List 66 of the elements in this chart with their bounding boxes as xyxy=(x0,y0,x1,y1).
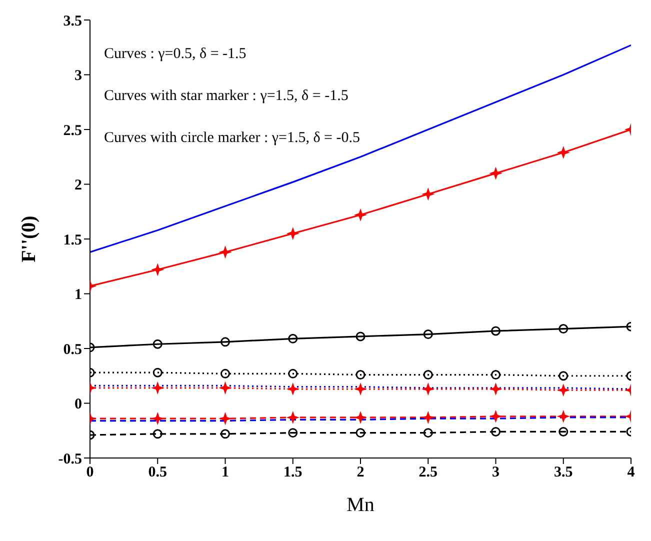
point xyxy=(287,412,298,423)
point xyxy=(356,332,366,342)
point xyxy=(220,382,231,394)
point xyxy=(152,368,162,378)
point xyxy=(220,246,231,258)
x-tick-label: 1.5 xyxy=(284,464,302,481)
y-tick-label: 0 xyxy=(74,396,82,413)
x-tick-label: 1 xyxy=(222,464,229,481)
y-axis-title: F''(0) xyxy=(18,216,40,262)
y-tick-label: 1.5 xyxy=(63,232,82,248)
y-tick-label: 0.5 xyxy=(63,342,82,358)
x-tick-label: 2.5 xyxy=(418,464,438,481)
point xyxy=(558,146,569,158)
point xyxy=(423,370,433,380)
point xyxy=(558,426,568,436)
point xyxy=(490,384,502,395)
y-tick-label: 2.5 xyxy=(63,122,82,139)
point xyxy=(558,384,569,396)
point xyxy=(152,382,164,394)
point xyxy=(152,429,162,439)
x-tick-label: 0 xyxy=(86,464,94,481)
x-tick-label: 4 xyxy=(627,464,636,481)
annotation: Curves with star marker : γ=1.5, δ = -1.5 xyxy=(104,88,348,105)
line-series xyxy=(90,44,631,253)
point xyxy=(355,412,366,423)
y-tick-label: 3.5 xyxy=(63,13,82,30)
point xyxy=(558,324,568,334)
x-tick-label: 0.5 xyxy=(148,464,167,481)
point xyxy=(220,429,230,439)
x-tick-label: 2 xyxy=(356,464,364,481)
point xyxy=(422,384,434,395)
y-tick-label: 3 xyxy=(74,68,82,84)
point xyxy=(490,410,502,422)
point xyxy=(152,339,162,349)
point xyxy=(287,228,298,240)
annotation: Curves with circle marker : γ=1.5, δ = -0.5 xyxy=(104,130,360,147)
point xyxy=(558,410,569,422)
point xyxy=(288,368,298,378)
point xyxy=(287,384,298,395)
y-tick-label: 1 xyxy=(74,287,82,304)
point xyxy=(491,370,500,380)
point xyxy=(422,412,434,423)
y-tick-label: 2 xyxy=(74,178,82,194)
x-tick-label: 3.5 xyxy=(554,464,573,481)
point xyxy=(355,209,366,220)
point xyxy=(491,326,500,336)
point xyxy=(356,370,366,380)
point xyxy=(220,368,230,378)
point xyxy=(558,371,568,381)
point xyxy=(220,413,231,424)
point xyxy=(422,188,434,200)
point xyxy=(491,426,500,436)
x-axis-title: Mn xyxy=(346,494,374,516)
point xyxy=(152,413,164,424)
point xyxy=(288,334,298,344)
point xyxy=(490,168,502,179)
point xyxy=(220,337,230,347)
point xyxy=(152,264,164,276)
point xyxy=(356,428,366,438)
point xyxy=(355,384,366,395)
y-tick-label: -0.5 xyxy=(58,451,82,468)
point xyxy=(288,428,298,438)
point xyxy=(423,330,433,340)
point xyxy=(423,428,433,438)
annotation: Curves : γ=0.5, δ = -1.5 xyxy=(104,46,246,63)
x-tick-label: 3 xyxy=(492,464,500,481)
